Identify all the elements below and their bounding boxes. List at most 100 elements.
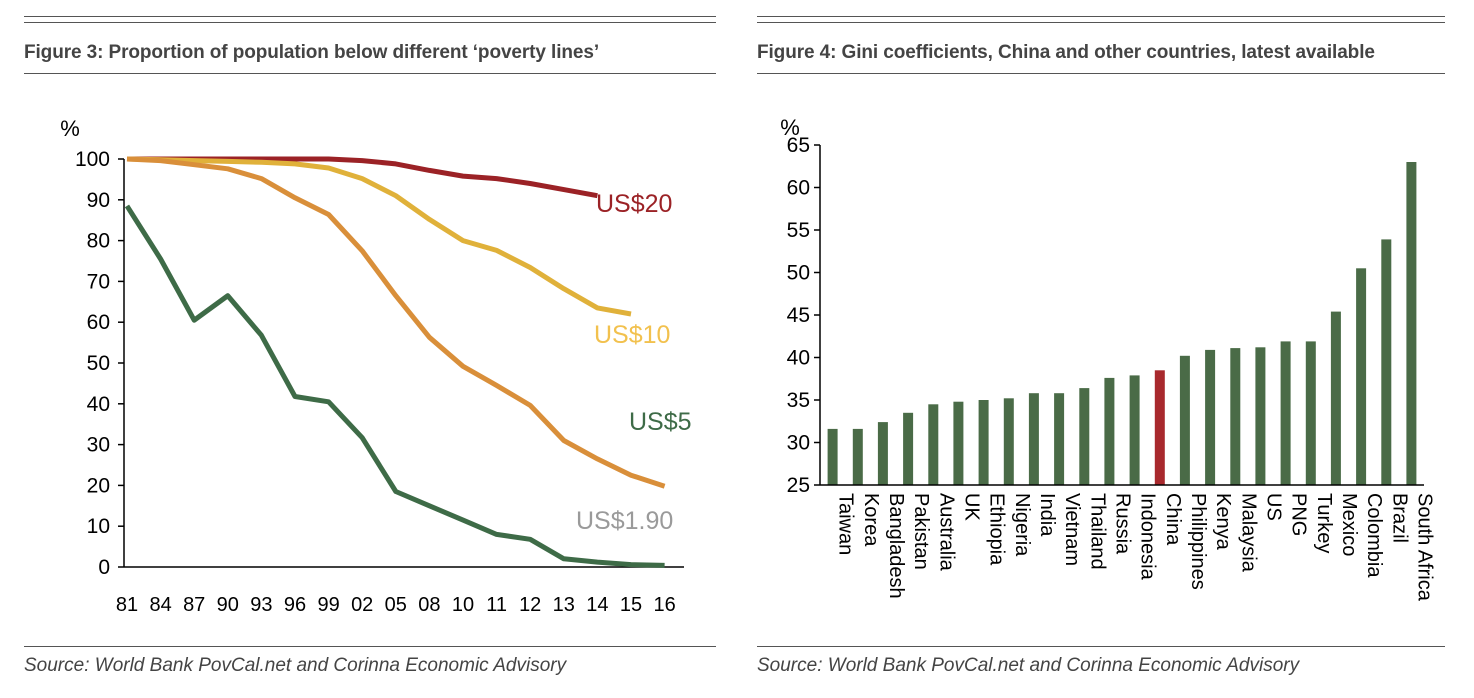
figure4-source: Source: World Bank PovCal.net and Corinn…: [757, 655, 1300, 676]
figure4-panel: Figure 4: Gini coefficients, China and o…: [757, 0, 1445, 698]
figure4-bar-chart: %Taiwan Korea Bangladesh Pakistan Australia U…: [780, 115, 1435, 602]
series-line-us10: [126, 156, 632, 317]
y-tick-label: 50: [787, 262, 810, 285]
x-tick-label: 11: [486, 594, 507, 616]
bar-brazil: [1381, 239, 1392, 485]
line-label-us20: US$20: [596, 190, 672, 218]
x-tick-label: PNG: [1288, 493, 1310, 536]
bar-bangladesh: [877, 422, 888, 485]
y-tick-label: 50: [87, 352, 110, 375]
x-tick-label: Brazil: [1388, 493, 1410, 543]
figure3-title: Figure 3: Proportion of population below…: [24, 42, 600, 63]
x-tick-label: Ethiopia: [986, 493, 1008, 566]
y-tick-label: 30: [87, 434, 110, 457]
x-tick-label: Bangladesh: [885, 493, 907, 599]
x-tick-label: 93: [250, 594, 272, 616]
y-tick-label: 60: [87, 311, 110, 334]
x-tick-label: Korea: [860, 493, 882, 547]
bar-russia: [1104, 377, 1115, 485]
figure3-source: Source: World Bank PovCal.net and Corinn…: [24, 655, 567, 676]
title-underline: [24, 73, 716, 74]
x-tick-label: Kenya: [1212, 493, 1234, 551]
bar-uk: [953, 401, 964, 485]
y-tick-label: 90: [87, 189, 110, 212]
line-label-us190: US$1.90: [576, 507, 673, 535]
bar-thailand: [1079, 388, 1090, 485]
bar-pakistan: [903, 412, 914, 486]
bar-indonesia: [1129, 375, 1140, 485]
y-tick-label: 80: [87, 230, 110, 253]
bar-mexico: [1330, 311, 1341, 485]
x-tick-label: 84: [149, 594, 171, 616]
x-tick-label: Thailand: [1086, 493, 1108, 570]
x-tick-label: 12: [519, 594, 541, 616]
bar-turkey: [1305, 341, 1316, 485]
bar-vietnam: [1054, 393, 1065, 485]
x-tick-label: 13: [553, 594, 575, 616]
x-tick-label: 14: [586, 594, 608, 616]
x-tick-label: Indonesia: [1137, 493, 1159, 581]
x-tick-label: Turkey: [1313, 493, 1335, 553]
series-line-us5: [126, 156, 666, 489]
figure3-panel: Figure 3: Proportion of population below…: [24, 0, 716, 698]
bar-png: [1280, 341, 1291, 485]
series-line-us190: [124, 204, 665, 568]
top-double-rule: [24, 16, 716, 23]
x-tick-label: Russia: [1111, 493, 1133, 555]
x-tick-label: India: [1036, 493, 1058, 537]
x-tick-label: China: [1162, 493, 1184, 546]
y-axis-unit-label: %: [60, 116, 80, 141]
x-tick-label: 81: [116, 594, 138, 616]
bar-korea: [852, 428, 863, 485]
bar-india: [1028, 393, 1039, 485]
x-tick-label: 15: [620, 594, 642, 616]
x-tick-label: 05: [385, 594, 407, 616]
x-tick-label: Colombia: [1363, 493, 1385, 578]
y-tick-label: 30: [787, 432, 810, 455]
bar-kenya: [1205, 349, 1216, 485]
top-double-rule: [757, 16, 1445, 23]
bar-ethiopia: [978, 400, 989, 485]
y-axis-unit-label: %: [780, 115, 800, 140]
bottom-rule: [24, 646, 716, 647]
x-tick-label: UK: [960, 493, 982, 521]
figure4-title: Figure 4: Gini coefficients, China and o…: [757, 42, 1375, 63]
y-tick-label: 20: [87, 474, 110, 497]
y-tick-label: 45: [787, 304, 810, 327]
y-tick-label: 100: [75, 148, 110, 171]
x-tick-label: Taiwan: [835, 493, 857, 555]
x-tick-label: US: [1262, 493, 1284, 521]
y-tick-label: 10: [87, 515, 110, 538]
figure3-line-chart: % 0 10 20 30 40 50 60 70 80 90 100 81 84 87 90 93 96 99 02 0…: [60, 116, 692, 616]
y-tick-label: 40: [87, 393, 110, 416]
x-tick-label: Philippines: [1187, 493, 1209, 590]
bar-us: [1255, 347, 1266, 485]
bar-nigeria: [1003, 398, 1014, 485]
x-tick-label: 16: [653, 594, 675, 616]
y-tick-label: 65: [787, 134, 810, 157]
bar-china: [1154, 370, 1165, 486]
y-tick-label: 0: [98, 556, 110, 579]
x-tick-label: Australia: [935, 493, 957, 572]
bar-taiwan: [827, 428, 838, 485]
bar-malaysia: [1230, 348, 1241, 485]
x-tick-label: South Africa: [1413, 493, 1435, 602]
x-tick-label: 90: [217, 594, 239, 616]
y-tick-label: 35: [787, 389, 810, 412]
x-tick-label: 02: [351, 594, 373, 616]
y-tick-label: 60: [787, 177, 810, 200]
x-tick-label: 10: [452, 594, 474, 616]
x-tick-label: Nigeria: [1011, 493, 1033, 557]
bar-australia: [928, 404, 939, 486]
bar-south-africa: [1406, 162, 1417, 485]
line-label-us5: US$5: [629, 408, 692, 436]
bar-philippines: [1179, 355, 1190, 485]
title-underline: [757, 73, 1445, 74]
x-tick-label: 08: [418, 594, 440, 616]
bar-colombia: [1356, 268, 1367, 486]
x-tick-label: Malaysia: [1237, 493, 1259, 573]
y-tick-label: 55: [787, 219, 810, 242]
x-tick-label: 96: [284, 594, 306, 616]
y-tick-label: 40: [787, 347, 810, 370]
x-tick-label: Pakistan: [910, 493, 932, 570]
